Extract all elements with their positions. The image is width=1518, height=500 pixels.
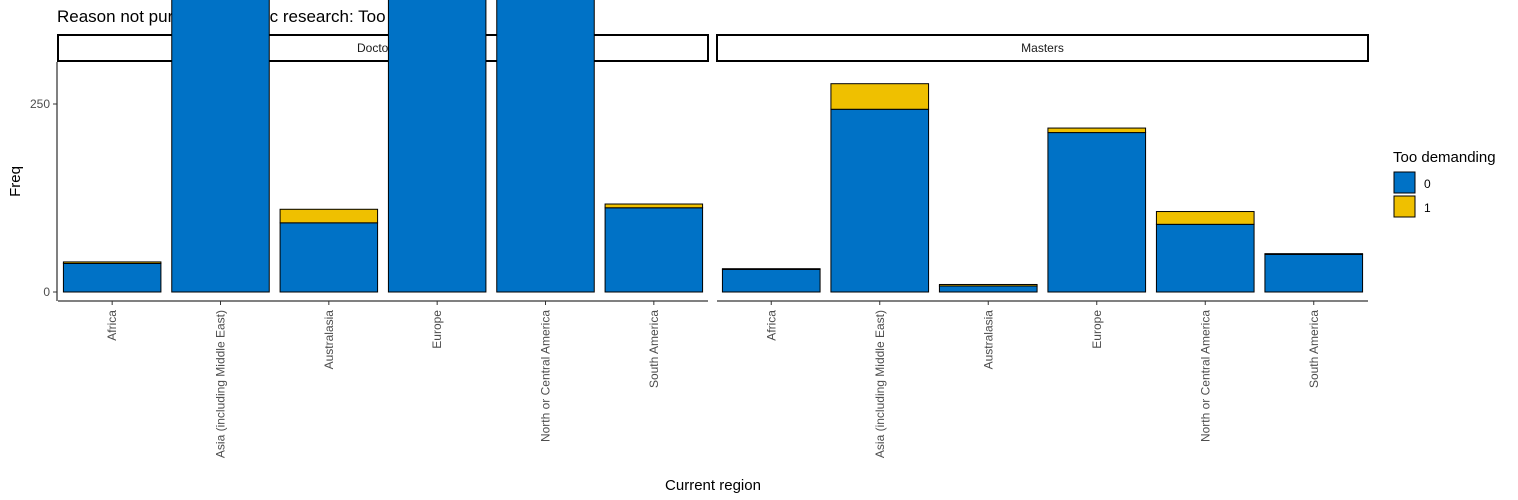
facet-strip-label: Masters (1021, 41, 1064, 55)
x-tick-label: Asia (including Middle East) (214, 310, 228, 458)
legend-key-0 (1393, 171, 1416, 194)
bar-segment-1 (1155, 211, 1255, 225)
bar-segment-0 (1155, 223, 1255, 293)
bar-segment-0 (279, 222, 379, 293)
legend-key-1 (1393, 195, 1416, 218)
x-tick-label: Australasia (322, 310, 336, 370)
y-axis-title: Freq (7, 166, 24, 197)
bar-segment-0 (604, 207, 704, 293)
bar-segment-0 (1047, 132, 1147, 293)
x-tick-label: Asia (including Middle East) (873, 310, 887, 458)
bar-segment-0 (830, 108, 930, 293)
bar-segment-0 (387, 0, 487, 293)
legend-title: Too demanding (1393, 149, 1496, 166)
bar-segment-0 (1264, 253, 1364, 293)
bar-segment-1 (721, 268, 821, 270)
bar-segment-0 (171, 0, 270, 293)
bar-segment-1 (62, 261, 162, 264)
x-tick-label: North or Central America (539, 310, 553, 442)
x-tick-label: Africa (764, 310, 778, 341)
bar-segment-0 (496, 0, 595, 293)
x-tick-label: South America (647, 310, 661, 388)
x-tick-label: Australasia (981, 310, 995, 370)
x-tick-label: Africa (105, 310, 119, 341)
facet-strip (57, 34, 709, 62)
bar-segment-1 (604, 203, 704, 209)
bar-segment-0 (62, 262, 162, 293)
facet-strip (716, 34, 1369, 62)
bar-segment-1 (938, 283, 1038, 287)
x-tick-label: Europe (1090, 310, 1104, 349)
y-tick-label: 0 (43, 285, 50, 299)
legend-label-0: 0 (1424, 177, 1431, 191)
bar-segment-1 (830, 83, 930, 110)
y-tick-label: 250 (30, 97, 50, 111)
bar-segment-1 (1047, 127, 1147, 134)
x-tick-label: North or Central America (1198, 310, 1212, 442)
bar-segment-0 (721, 268, 821, 293)
bar-segment-1 (1264, 253, 1364, 255)
bar-segment-1 (279, 208, 379, 224)
x-tick-label: South America (1307, 310, 1321, 388)
legend-label-1: 1 (1424, 201, 1431, 215)
x-axis-title: Current region (665, 477, 761, 494)
bar-segment-0 (938, 285, 1038, 293)
x-tick-label: Europe (430, 310, 444, 349)
